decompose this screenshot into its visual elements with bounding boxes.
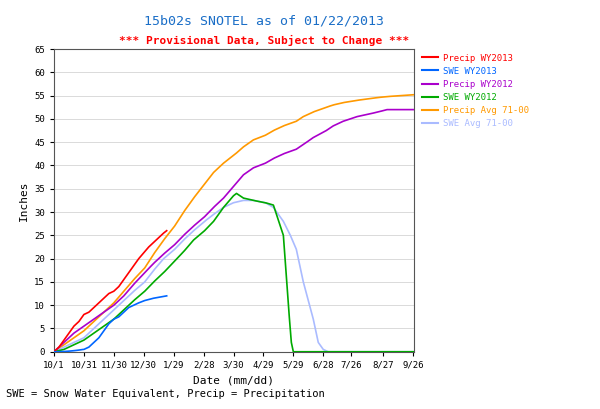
Legend: Precip WY2013, SWE WY2013, Precip WY2012, SWE WY2012, Precip Avg 71-00, SWE Avg : Precip WY2013, SWE WY2013, Precip WY2012…	[422, 54, 529, 128]
Text: 15b02s SNOTEL as of 01/22/2013: 15b02s SNOTEL as of 01/22/2013	[144, 14, 384, 27]
Y-axis label: Inches: Inches	[19, 180, 29, 221]
Text: *** Provisional Data, Subject to Change ***: *** Provisional Data, Subject to Change …	[119, 35, 409, 46]
X-axis label: Date (mm/dd): Date (mm/dd)	[193, 375, 275, 385]
Text: SWE = Snow Water Equivalent, Precip = Precipitation: SWE = Snow Water Equivalent, Precip = Pr…	[6, 389, 325, 399]
